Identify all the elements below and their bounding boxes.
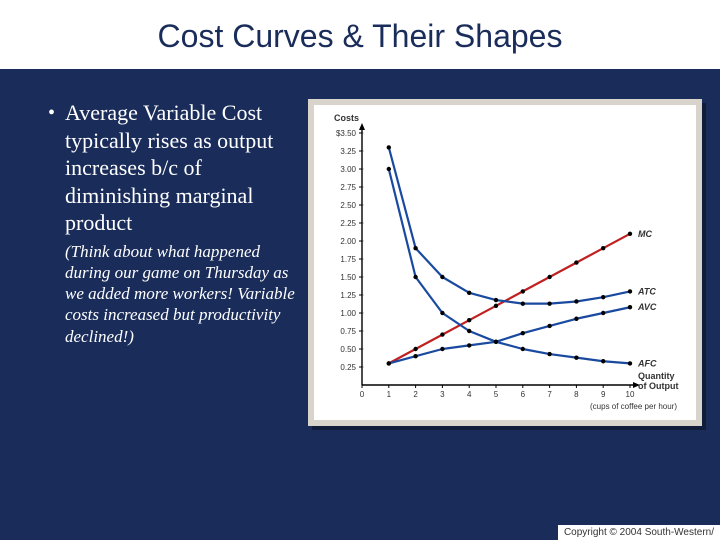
svg-text:2.25: 2.25: [340, 219, 356, 228]
svg-text:2: 2: [413, 390, 418, 399]
svg-text:Costs: Costs: [334, 113, 359, 123]
svg-text:3.00: 3.00: [340, 165, 356, 174]
svg-text:of Output: of Output: [638, 381, 678, 391]
svg-text:6: 6: [521, 390, 526, 399]
bullet-icon: •: [48, 101, 55, 125]
svg-text:2.75: 2.75: [340, 183, 356, 192]
text-column: • Average Variable Cost typically rises …: [48, 99, 298, 426]
chart-column: 0.25 0.50 0.75 1.00 1.25 1.50 1.75 2.00 2.25 2.50…: [308, 99, 702, 426]
chart-frame: 0.25 0.50 0.75 1.00 1.25 1.50 1.75 2.00 2.25 2.50…: [308, 99, 702, 426]
svg-text:ATC: ATC: [637, 286, 656, 296]
svg-text:1.00: 1.00: [340, 309, 356, 318]
svg-text:AVC: AVC: [637, 302, 657, 312]
svg-text:1.75: 1.75: [340, 255, 356, 264]
note-text: (Think about what happened during our ga…: [65, 241, 298, 347]
svg-text:8: 8: [574, 390, 579, 399]
bullet-row: • Average Variable Cost typically rises …: [48, 99, 298, 347]
svg-text:10: 10: [626, 390, 635, 399]
svg-text:3: 3: [440, 390, 445, 399]
chart-inner: 0.25 0.50 0.75 1.00 1.25 1.50 1.75 2.00 2.25 2.50…: [314, 105, 696, 420]
svg-text:4: 4: [467, 390, 472, 399]
svg-text:9: 9: [601, 390, 606, 399]
svg-text:$3.50: $3.50: [336, 129, 357, 138]
svg-text:3.25: 3.25: [340, 147, 356, 156]
svg-text:Quantity: Quantity: [638, 371, 675, 381]
svg-text:1.50: 1.50: [340, 273, 356, 282]
svg-text:0.50: 0.50: [340, 345, 356, 354]
svg-text:AFC: AFC: [637, 358, 657, 368]
slide-title: Cost Curves & Their Shapes: [0, 18, 720, 55]
svg-text:(cups of coffee per hour): (cups of coffee per hour): [590, 402, 677, 411]
svg-text:1.25: 1.25: [340, 291, 356, 300]
svg-text:2.00: 2.00: [340, 237, 356, 246]
text-block: Average Variable Cost typically rises as…: [65, 99, 298, 347]
slide-content: • Average Variable Cost typically rises …: [0, 69, 720, 426]
svg-text:1: 1: [387, 390, 392, 399]
svg-text:7: 7: [547, 390, 552, 399]
svg-text:5: 5: [494, 390, 499, 399]
main-text: Average Variable Cost typically rises as…: [65, 99, 298, 237]
svg-text:2.50: 2.50: [340, 201, 356, 210]
svg-text:0.75: 0.75: [340, 327, 356, 336]
cost-curves-chart: 0.25 0.50 0.75 1.00 1.25 1.50 1.75 2.00 2.25 2.50…: [314, 105, 684, 415]
svg-text:0.25: 0.25: [340, 363, 356, 372]
svg-text:0: 0: [360, 390, 365, 399]
title-bar: Cost Curves & Their Shapes: [0, 0, 720, 69]
copyright-text: Copyright © 2004 South-Western/: [558, 525, 720, 540]
svg-text:MC: MC: [638, 229, 652, 239]
